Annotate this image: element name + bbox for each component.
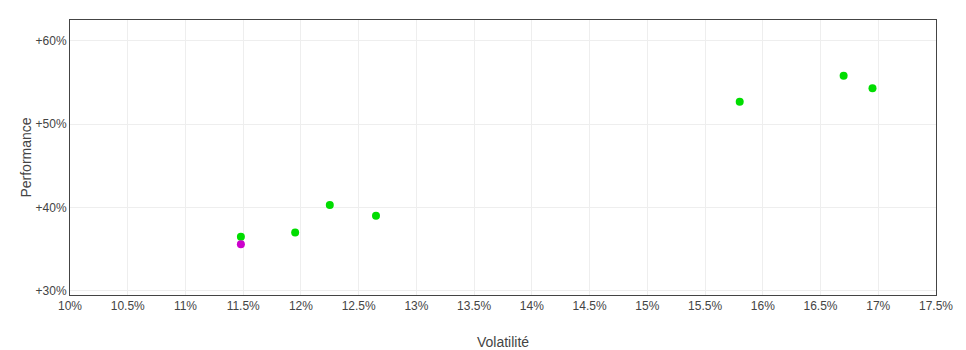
svg-text:+30%: +30%	[36, 284, 67, 298]
svg-text:16%: 16%	[751, 299, 775, 313]
svg-text:+50%: +50%	[36, 117, 67, 131]
svg-text:14.5%: 14.5%	[573, 299, 607, 313]
svg-text:10.5%: 10.5%	[111, 299, 145, 313]
svg-text:Volatilité: Volatilité	[477, 334, 529, 350]
svg-text:Performance: Performance	[18, 117, 34, 197]
svg-text:17.5%: 17.5%	[919, 299, 953, 313]
svg-text:14%: 14%	[520, 299, 544, 313]
svg-text:+60%: +60%	[36, 34, 67, 48]
svg-text:+40%: +40%	[36, 201, 67, 215]
svg-text:15%: 15%	[635, 299, 659, 313]
svg-text:11.5%: 11.5%	[227, 299, 260, 313]
svg-text:12%: 12%	[289, 299, 313, 313]
svg-text:13%: 13%	[404, 299, 428, 313]
svg-text:10%: 10%	[58, 299, 82, 313]
svg-text:17%: 17%	[866, 299, 890, 313]
svg-text:13.5%: 13.5%	[457, 299, 491, 313]
svg-text:11%: 11%	[174, 299, 197, 313]
svg-text:15.5%: 15.5%	[688, 299, 722, 313]
svg-text:12.5%: 12.5%	[342, 299, 376, 313]
svg-text:16.5%: 16.5%	[804, 299, 838, 313]
